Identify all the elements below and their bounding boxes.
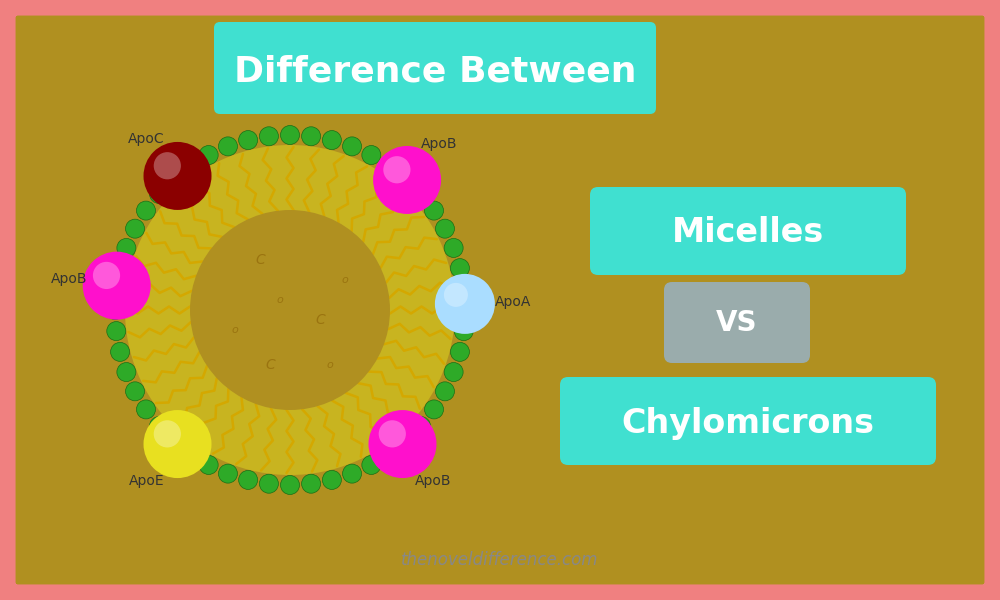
Circle shape <box>150 416 169 436</box>
Circle shape <box>454 322 473 341</box>
Text: o: o <box>327 360 333 370</box>
Circle shape <box>322 131 341 149</box>
Circle shape <box>83 251 151 320</box>
Circle shape <box>343 137 362 156</box>
Text: ApoB: ApoB <box>51 272 87 286</box>
Circle shape <box>126 382 145 401</box>
Circle shape <box>280 475 300 494</box>
Circle shape <box>154 420 181 448</box>
Circle shape <box>218 137 237 156</box>
Circle shape <box>456 301 475 319</box>
Text: o: o <box>277 295 283 305</box>
Circle shape <box>259 127 278 146</box>
Circle shape <box>144 410 212 478</box>
Circle shape <box>117 238 136 257</box>
Circle shape <box>425 201 444 220</box>
Text: ApoE: ApoE <box>129 474 164 488</box>
Circle shape <box>444 283 468 307</box>
Circle shape <box>302 127 321 146</box>
FancyBboxPatch shape <box>590 187 906 275</box>
FancyBboxPatch shape <box>214 22 656 114</box>
FancyBboxPatch shape <box>560 377 936 465</box>
Circle shape <box>411 184 430 203</box>
FancyBboxPatch shape <box>10 10 990 590</box>
Circle shape <box>322 470 341 490</box>
Circle shape <box>362 455 381 475</box>
Text: ApoC: ApoC <box>128 132 165 146</box>
Circle shape <box>136 400 155 419</box>
Text: VS: VS <box>716 309 758 337</box>
Circle shape <box>454 280 473 298</box>
Circle shape <box>450 343 469 361</box>
Circle shape <box>239 131 258 149</box>
Text: Micelles: Micelles <box>672 217 824 250</box>
Text: o: o <box>232 325 238 335</box>
Circle shape <box>150 184 169 203</box>
Circle shape <box>111 259 130 278</box>
Circle shape <box>368 410 436 478</box>
Circle shape <box>107 322 126 341</box>
Circle shape <box>126 219 145 238</box>
Circle shape <box>259 474 278 493</box>
Circle shape <box>154 152 181 179</box>
Circle shape <box>107 127 473 493</box>
Circle shape <box>164 431 183 451</box>
Circle shape <box>362 146 381 164</box>
Text: C: C <box>265 358 275 372</box>
Text: ApoB: ApoB <box>421 137 457 151</box>
Circle shape <box>181 157 200 175</box>
Circle shape <box>444 362 463 382</box>
FancyBboxPatch shape <box>664 282 810 363</box>
Text: thenoveldifference.com: thenoveldifference.com <box>401 551 599 569</box>
Circle shape <box>343 464 362 483</box>
Circle shape <box>302 474 321 493</box>
Circle shape <box>435 219 454 238</box>
Circle shape <box>93 262 120 289</box>
Circle shape <box>199 146 218 164</box>
Circle shape <box>435 382 454 401</box>
Circle shape <box>136 201 155 220</box>
Text: C: C <box>255 253 265 267</box>
Text: o: o <box>342 275 348 285</box>
Circle shape <box>144 142 212 210</box>
Circle shape <box>111 343 130 361</box>
Circle shape <box>125 145 455 475</box>
Circle shape <box>450 259 469 278</box>
Text: ApoA: ApoA <box>495 295 531 309</box>
Circle shape <box>106 301 124 319</box>
Text: C: C <box>315 313 325 327</box>
Circle shape <box>190 210 390 410</box>
Text: Difference Between: Difference Between <box>234 55 636 89</box>
Circle shape <box>444 238 463 257</box>
Circle shape <box>199 455 218 475</box>
Circle shape <box>425 400 444 419</box>
Circle shape <box>164 170 183 188</box>
Circle shape <box>373 146 441 214</box>
Circle shape <box>435 274 495 334</box>
Circle shape <box>380 445 399 464</box>
Circle shape <box>380 157 399 175</box>
Circle shape <box>218 464 237 483</box>
Text: ApoB: ApoB <box>415 474 452 488</box>
Circle shape <box>383 156 410 184</box>
Circle shape <box>181 445 200 464</box>
Circle shape <box>107 280 126 298</box>
Circle shape <box>411 416 430 436</box>
Circle shape <box>280 125 300 145</box>
Circle shape <box>239 470 258 490</box>
Circle shape <box>379 420 406 448</box>
Circle shape <box>117 362 136 382</box>
Text: Chylomicrons: Chylomicrons <box>622 407 874 439</box>
Circle shape <box>397 431 416 451</box>
Circle shape <box>397 170 416 188</box>
